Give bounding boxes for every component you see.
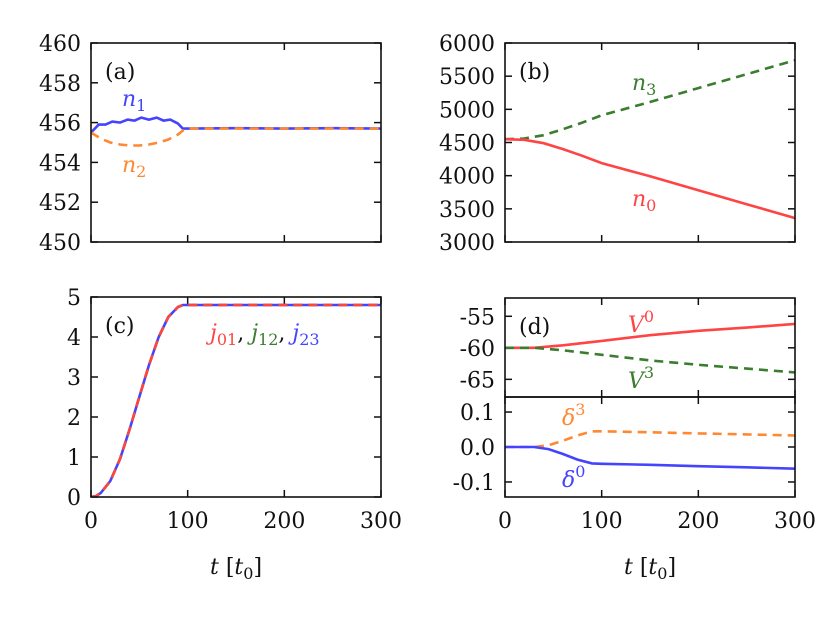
series-line-n1 (91, 116, 381, 134)
legend-comma: , (237, 321, 251, 346)
series-label-V0: V0 (628, 307, 654, 338)
series-label-n3: n3 (632, 71, 656, 99)
series-label-delta0: δ0 (562, 462, 585, 493)
y-tick-label: 460 (39, 32, 81, 57)
legend-comma: , (278, 321, 292, 346)
x-axis-label-var: t (624, 555, 640, 580)
series-label-n2: n2 (122, 153, 146, 181)
x-tick-label: 200 (263, 509, 305, 534)
x-tick-label: 300 (360, 509, 402, 534)
x-axis-label-unit-sub: 0 (243, 564, 253, 583)
series-label-n1-main: n (122, 87, 136, 112)
x-axis-label-unit: t (234, 555, 243, 580)
series-label-n0: n0 (632, 187, 656, 215)
y-tick-label: 4000 (439, 165, 495, 190)
plot-frame (90, 42, 382, 243)
series-line-delta3 (505, 430, 795, 449)
series-line-V3 (505, 346, 795, 374)
legend-main-01: j (205, 321, 217, 346)
series-label-delta3-sup: 3 (575, 400, 585, 419)
y-tick-label: 0.0 (460, 436, 495, 461)
series-label-n1-sub: 1 (136, 96, 146, 115)
series-label-V3-sup: 3 (644, 363, 654, 382)
y-tick-label: 3500 (439, 198, 495, 223)
series-label-delta3: δ3 (562, 400, 585, 431)
x-axis-label-var: t (210, 555, 226, 580)
series-label-V0-sup: 0 (644, 307, 654, 326)
y-tick-label: -55 (460, 305, 495, 330)
x-axis-label-bracket: ] (667, 555, 676, 580)
x-tick-label: 200 (677, 509, 719, 534)
series-label-delta0-main: δ (562, 468, 575, 493)
series-line-j23 (91, 303, 381, 497)
y-tick-label: 0 (67, 486, 81, 511)
series-label-V0-main: V (628, 313, 646, 338)
y-tick-label: 1 (67, 446, 81, 471)
x-axis-label-bracket: ] (253, 555, 262, 580)
y-tick-label: 2 (67, 406, 81, 431)
x-tick-label: 100 (167, 509, 209, 534)
x-axis-label: t [t0] (624, 555, 676, 583)
y-tick-label: 450 (39, 231, 81, 256)
series-line-n2 (91, 127, 381, 147)
series-line-delta0 (505, 445, 795, 470)
y-tick-label: -60 (460, 337, 495, 362)
plot-frame (504, 396, 796, 498)
y-tick-label: 458 (39, 72, 81, 97)
y-tick-label: -0.1 (453, 471, 495, 496)
series-label-delta3-main: δ (562, 406, 575, 431)
series-label-n3-sub: 3 (646, 80, 656, 99)
plot-frame (504, 42, 796, 243)
y-tick-label: 5500 (439, 65, 495, 90)
legend: j01, j12, j23 (205, 321, 320, 349)
plot-frame (90, 296, 382, 498)
panel-label: (a) (105, 60, 135, 85)
y-tick-label: 4 (67, 326, 81, 351)
y-tick-label: 452 (39, 191, 81, 216)
y-tick-label: 6000 (439, 32, 495, 57)
series-label-delta0-sup: 0 (575, 462, 585, 481)
panel-label: (d) (519, 315, 550, 340)
x-tick-label: 100 (581, 509, 623, 534)
x-axis-label-unit: t (648, 555, 657, 580)
series-label-V3: V3 (628, 363, 654, 394)
y-tick-label: 5000 (439, 98, 495, 123)
series-line-n0 (505, 137, 795, 220)
x-tick-label: 0 (498, 509, 512, 534)
y-tick-label: 3000 (439, 231, 495, 256)
legend-sub-23: 23 (299, 330, 319, 349)
series-label-n0-main: n (632, 187, 646, 212)
y-tick-label: 456 (39, 112, 81, 137)
y-tick-label: -65 (460, 368, 495, 393)
y-tick-label: 0.1 (460, 401, 495, 426)
y-tick-label: 3 (67, 366, 81, 391)
x-tick-label: 0 (84, 509, 98, 534)
series-line-n3 (505, 58, 795, 141)
series-label-n2-sub: 2 (136, 162, 146, 181)
y-tick-label: 4500 (439, 132, 495, 157)
x-axis-label-unit-sub: 0 (657, 564, 667, 583)
x-axis-label-bracket: [ (226, 555, 235, 580)
panel-label: (b) (519, 60, 550, 85)
y-tick-label: 5 (67, 286, 81, 311)
legend-sub-01: 01 (217, 330, 237, 349)
series-label-n2-main: n (122, 153, 136, 178)
y-tick-label: 454 (39, 151, 81, 176)
series-label-n1: n1 (122, 87, 146, 115)
x-axis-label-bracket: [ (640, 555, 649, 580)
x-tick-label: 300 (774, 509, 816, 534)
x-axis-label: t [t0] (210, 555, 262, 583)
series-label-V3-main: V (628, 369, 646, 394)
panel-label: (c) (105, 314, 135, 339)
series-label-n3-main: n (632, 71, 646, 96)
series-label-n0-sub: 0 (646, 196, 656, 215)
legend-sub-12: 12 (258, 330, 278, 349)
